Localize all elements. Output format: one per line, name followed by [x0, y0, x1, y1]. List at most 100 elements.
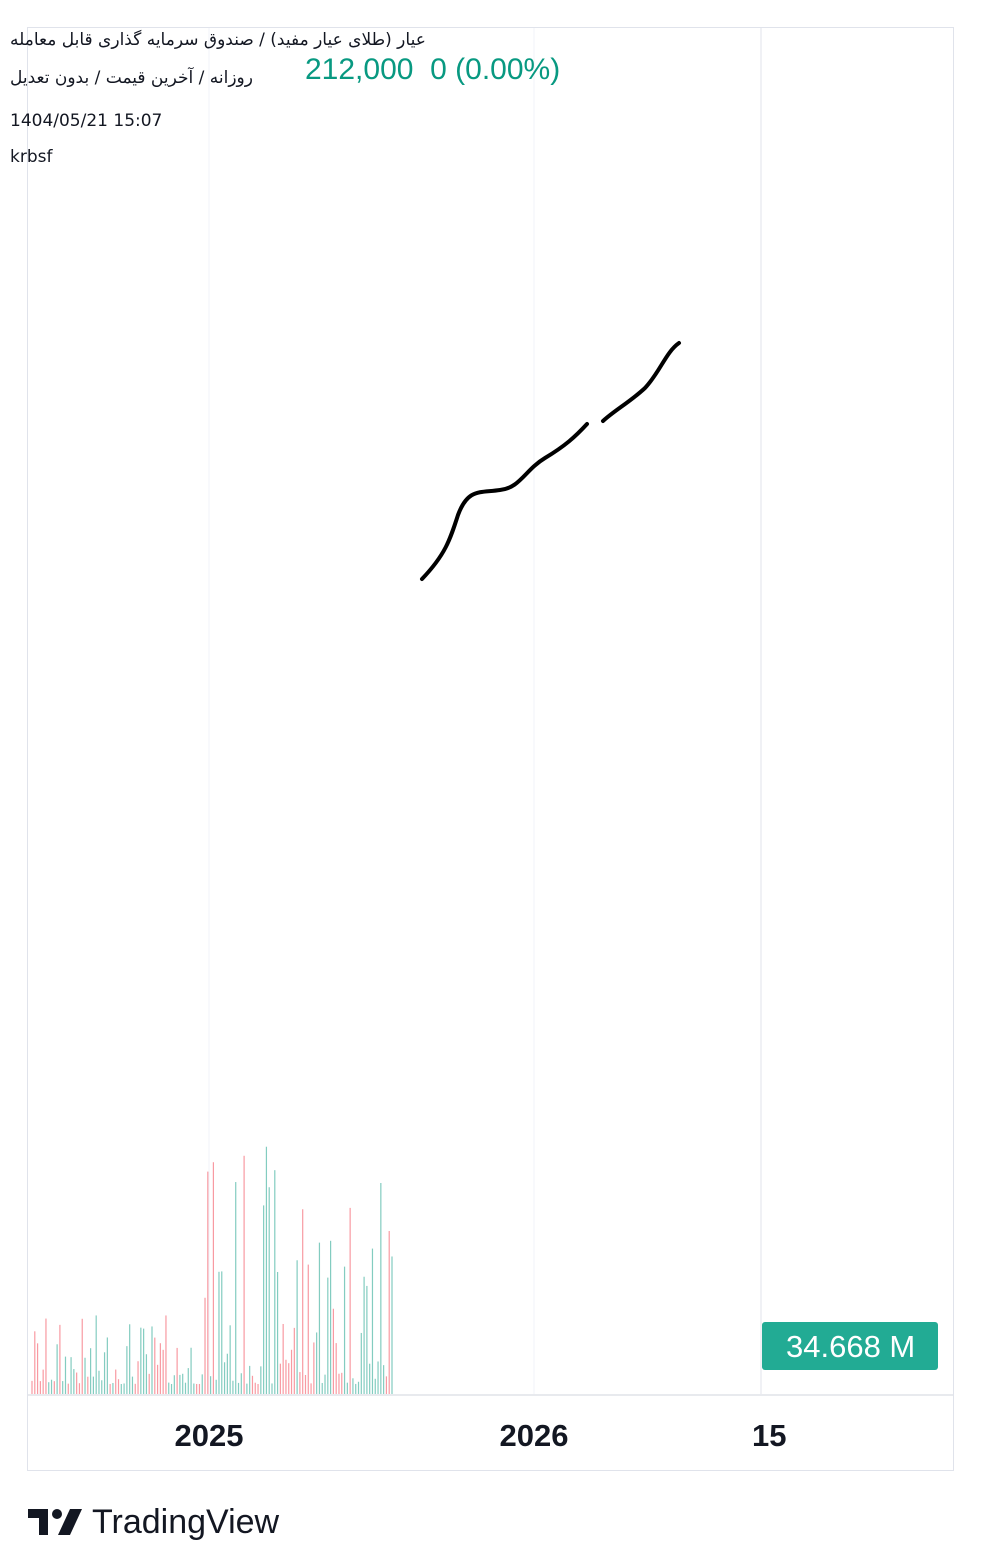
volume-bar — [377, 1361, 379, 1394]
volume-bar — [193, 1383, 195, 1394]
volume-bar — [310, 1383, 312, 1394]
volume-bar — [173, 1375, 175, 1394]
snapshot-date: 1404/05/21 15:07 — [10, 111, 163, 131]
volume-bar — [366, 1285, 368, 1394]
volume-bar — [156, 1364, 159, 1394]
volume-bar — [271, 1383, 273, 1394]
volume-bar — [313, 1342, 315, 1394]
forecast-drawing[interactable] — [420, 341, 681, 581]
volume-bar — [307, 1264, 309, 1394]
volume-bar — [70, 1357, 72, 1394]
volume-bar — [168, 1382, 170, 1394]
legend-price: 212,000 0 (0.00%) — [305, 53, 560, 87]
volume-bar — [67, 1383, 69, 1394]
volume-bar — [210, 1376, 212, 1394]
volume-bar — [179, 1374, 181, 1394]
volume-bars — [31, 1146, 393, 1394]
volume-bar — [36, 1343, 39, 1394]
volume-bar — [324, 1374, 326, 1394]
volume-bar — [84, 1357, 86, 1394]
volume-bar — [371, 1248, 374, 1394]
volume-bar — [73, 1369, 75, 1394]
forecast-stroke-2 — [601, 341, 681, 423]
volume-bar — [268, 1187, 270, 1394]
volume-bar — [148, 1373, 150, 1394]
volume-bar — [240, 1373, 242, 1394]
volume-bar — [243, 1155, 245, 1394]
volume-bar — [355, 1383, 357, 1394]
volume-bar — [237, 1382, 240, 1394]
volume-bar — [198, 1383, 201, 1394]
volume-bar — [223, 1362, 226, 1394]
volume-bar — [249, 1365, 251, 1394]
volume-bar — [137, 1361, 139, 1394]
volume-bar — [229, 1325, 231, 1394]
volume-bar — [343, 1266, 346, 1394]
tradingview-logo-icon — [28, 1509, 82, 1535]
volume-bar — [388, 1231, 390, 1394]
volume-bar — [302, 1209, 304, 1394]
chart-settings-text: روزانه / آخرین قیمت / بدون تعدیل — [10, 68, 253, 88]
volume-bar — [204, 1297, 206, 1394]
volume-bar — [321, 1382, 323, 1394]
volume-bar — [151, 1326, 153, 1394]
volume-bar — [288, 1363, 290, 1394]
tradingview-wordmark: TradingView — [92, 1502, 280, 1541]
time-axis[interactable]: 2025 2026 15 — [175, 1418, 787, 1453]
volume-bar — [131, 1376, 134, 1394]
volume-bar — [215, 1379, 217, 1394]
volume-bar — [212, 1162, 214, 1394]
time-tick-label: 2025 — [175, 1418, 244, 1453]
volume-bar — [391, 1256, 393, 1394]
volume-bar — [304, 1374, 307, 1394]
volume-bar — [274, 1170, 276, 1394]
author-name: krbsf — [10, 147, 53, 167]
volume-bar — [143, 1328, 145, 1394]
forecast-stroke-1 — [420, 422, 589, 581]
volume-bar — [162, 1349, 164, 1394]
volume-bar — [190, 1347, 192, 1394]
volume-bar — [95, 1315, 97, 1394]
volume-bar — [50, 1379, 53, 1394]
volume-bar — [207, 1171, 209, 1394]
grid-lines — [28, 28, 953, 1396]
volume-bar — [170, 1383, 173, 1394]
volume-bar — [296, 1260, 298, 1394]
volume-bar — [357, 1381, 360, 1394]
volume-bar — [39, 1381, 41, 1394]
volume-bar — [290, 1349, 293, 1394]
volume-bar — [201, 1374, 203, 1394]
volume-bar — [126, 1346, 128, 1394]
volume-bar — [90, 1348, 92, 1394]
legend-last-price: 212,000 — [305, 53, 414, 86]
volume-bar — [56, 1344, 58, 1394]
time-tick-label: 2026 — [500, 1418, 569, 1453]
tradingview-brand[interactable]: TradingView — [28, 1500, 279, 1544]
volume-bar — [134, 1383, 136, 1394]
volume-bar — [285, 1359, 287, 1394]
axis-value-labels: 212,00034.668 M — [762, 1322, 938, 1370]
volume-bar — [360, 1332, 362, 1394]
volume-bar — [279, 1363, 281, 1394]
volume-bar — [140, 1327, 142, 1394]
legend-change: 0 (0.00%) — [430, 53, 561, 86]
volume-bar — [145, 1354, 148, 1394]
volume-bar — [293, 1327, 295, 1394]
volume-bar — [341, 1372, 343, 1394]
volume-bar — [92, 1376, 94, 1394]
volume-bar — [87, 1376, 89, 1394]
volume-bar — [117, 1379, 120, 1394]
volume-bar — [257, 1383, 259, 1394]
volume-bar — [235, 1182, 237, 1394]
volume-bar — [251, 1375, 254, 1394]
volume-bar — [62, 1381, 64, 1394]
volume-bar — [380, 1182, 382, 1394]
volume-bar — [330, 1240, 332, 1394]
volume-bar — [165, 1315, 167, 1394]
volume-bar — [159, 1343, 161, 1394]
volume-bar — [265, 1146, 268, 1394]
volume-bar — [98, 1370, 100, 1394]
volume-bar — [349, 1207, 351, 1394]
volume-bar — [182, 1373, 184, 1394]
